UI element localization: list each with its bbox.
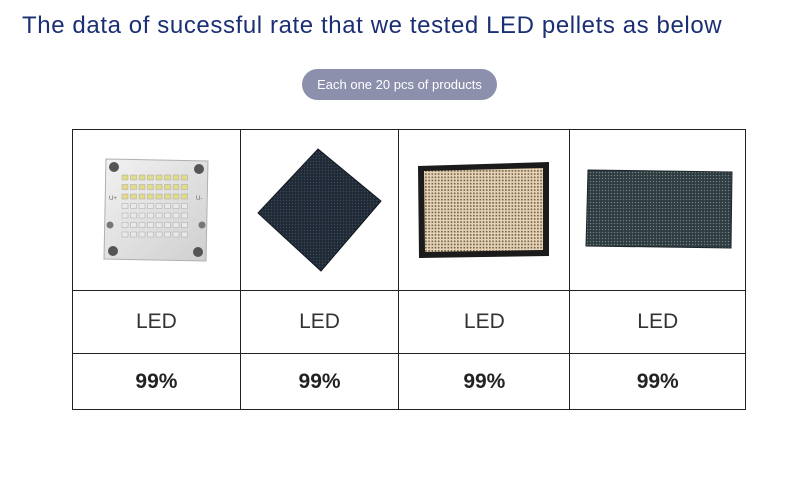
- led-matrix-panel-diamond-image: [256, 148, 382, 272]
- product-name: LED: [239, 290, 400, 354]
- success-rate: 99%: [398, 353, 571, 410]
- led-results-table: U+ U-: [72, 129, 746, 410]
- image-row: U+ U-: [72, 129, 746, 291]
- success-rate: 99%: [569, 353, 746, 410]
- image-cell: [569, 129, 746, 291]
- success-rate: 99%: [72, 353, 241, 410]
- name-row: LED LED LED LED: [72, 290, 746, 354]
- product-name: LED: [398, 290, 571, 354]
- image-cell: [398, 129, 571, 291]
- sample-note-badge: Each one 20 pcs of products: [302, 69, 497, 100]
- led-display-module-image: [585, 169, 733, 249]
- page-title: The data of sucessful rate that we teste…: [22, 12, 723, 39]
- led-grid-panel-framed-image: [418, 162, 550, 258]
- rate-row: 99% 99% 99% 99%: [72, 353, 746, 410]
- product-name: LED: [569, 290, 746, 354]
- board-negative-label: U-: [196, 196, 202, 202]
- image-cell: U+ U-: [72, 129, 241, 291]
- cob-led-board-image: U+ U-: [103, 158, 209, 262]
- board-positive-label: U+: [109, 196, 117, 202]
- led-chip-array: [122, 174, 189, 238]
- success-rate: 99%: [239, 353, 400, 410]
- image-cell: [239, 129, 400, 291]
- product-name: LED: [72, 290, 241, 354]
